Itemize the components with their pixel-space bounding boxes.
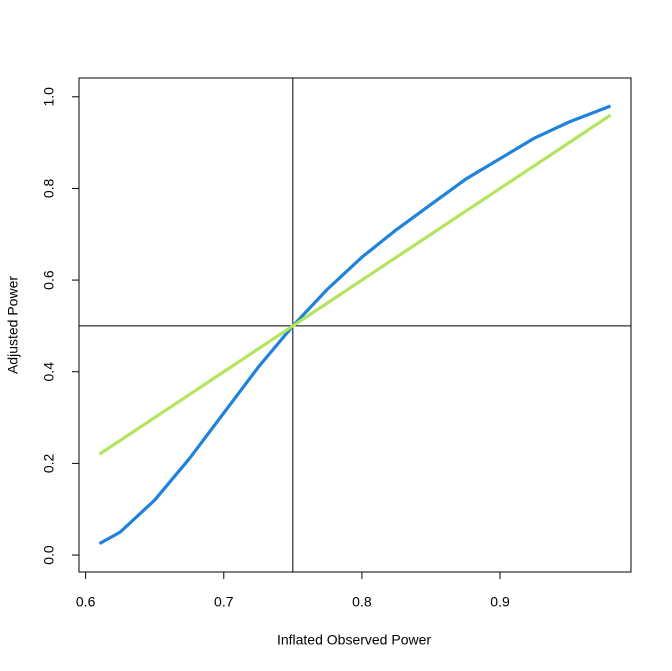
y-tick-label: 0.6 [41, 270, 57, 290]
y-axis-label: Adjusted Power [5, 276, 21, 374]
series-line [98, 104, 612, 545]
y-tick-label: 0.8 [41, 178, 57, 198]
x-axis-label: Inflated Observed Power [277, 632, 431, 648]
x-tick-label: 0.7 [214, 594, 234, 610]
x-tick-label: 0.8 [352, 594, 372, 610]
y-tick-label: 0.2 [41, 453, 57, 473]
plot-frame [78, 77, 632, 573]
y-tick-label: 0.4 [41, 362, 57, 382]
series-line [98, 113, 612, 456]
x-tick-label: 0.9 [490, 594, 510, 610]
x-tick-label: 0.6 [76, 594, 96, 610]
y-tick-label: 0.0 [41, 545, 57, 565]
y-tick-label: 1.0 [41, 87, 57, 107]
